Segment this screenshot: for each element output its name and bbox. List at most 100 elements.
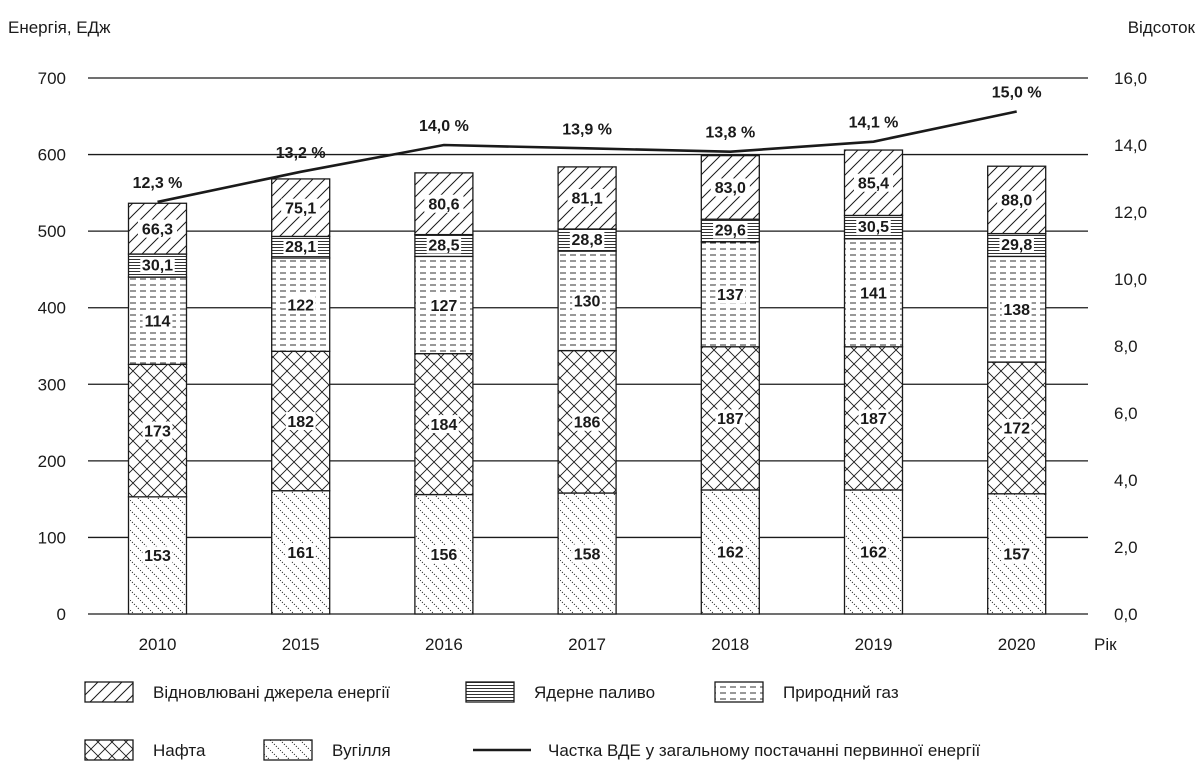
renewables-share-line	[157, 110, 1017, 204]
bar-label-background	[853, 173, 894, 192]
bar-label-background	[715, 409, 746, 428]
y-tick-label: 400	[38, 299, 66, 318]
bar-label-background	[858, 283, 889, 302]
bar-label-background	[142, 546, 173, 565]
renewables-share-line-layer: 12,3 % 13,2 % 14,0 % 13,9 % 13,8 % 14,1 % 15,0…	[133, 85, 1042, 204]
bar-label-background	[283, 239, 318, 256]
bar-label-background	[710, 178, 750, 197]
y-tick-label: 500	[38, 222, 66, 241]
bar-value-label: 30,1	[142, 258, 173, 275]
y-tick-label: 600	[38, 146, 66, 165]
bar-label-background	[715, 285, 746, 304]
legend: Відновлювані джерела енергії Ядерне палив…	[84, 681, 981, 761]
y-tick-label: 200	[38, 452, 66, 471]
bar-label-background	[281, 198, 321, 217]
bar-label-background	[140, 257, 175, 274]
bar-label-background	[567, 188, 607, 207]
line-value-label: 13,2 %	[276, 145, 326, 162]
x-tick-label: 2016	[425, 635, 463, 654]
bar-value-label: 187	[860, 411, 887, 428]
bar-label-background	[999, 237, 1034, 254]
line-value-label: 13,9 %	[562, 121, 612, 138]
bar-value-label: 80,6	[428, 196, 459, 213]
y2-tick-label: 8,0	[1114, 337, 1138, 356]
y-tick-label: 300	[38, 375, 66, 394]
bar-label-background	[858, 409, 889, 428]
bar-value-label: 187	[717, 411, 744, 428]
y2-tick-label: 0,0	[1114, 605, 1138, 624]
x-tick-label: 2019	[855, 635, 893, 654]
bar-value-label: 138	[1003, 302, 1030, 319]
bar-value-label: 162	[860, 545, 887, 562]
bar-value-label: 122	[287, 297, 314, 314]
bar-value-label: 29,6	[715, 223, 746, 240]
y2-tick-label: 12,0	[1114, 203, 1147, 222]
bar-label-background	[285, 543, 316, 562]
bar-label-background	[424, 194, 464, 213]
bar-value-label: 186	[574, 415, 601, 432]
bar-value-label: 141	[860, 286, 887, 303]
y2-tick-label: 14,0	[1114, 136, 1147, 155]
bar-value-label: 172	[1003, 421, 1030, 438]
bar-label-background	[426, 237, 462, 254]
x-tick-label: 2015	[282, 635, 320, 654]
bar-label-background	[1001, 300, 1032, 319]
legend-label: Відновлювані джерела енергії	[153, 683, 390, 702]
legend-label: Вугілля	[332, 741, 391, 760]
y2-tick-label: 16,0	[1114, 69, 1147, 88]
bar-value-label: 182	[287, 414, 314, 431]
bar-value-label: 158	[574, 546, 601, 563]
bar-value-label: 162	[717, 545, 744, 562]
y2-tick-label: 4,0	[1114, 471, 1138, 490]
bar-value-label: 130	[574, 294, 601, 311]
y2-tick-label: 6,0	[1114, 404, 1138, 423]
bar-label-background	[428, 545, 459, 564]
line-value-label: 14,0 %	[419, 118, 469, 135]
y2-tick-label: 10,0	[1114, 270, 1147, 289]
legend-swatch-diagonal	[84, 681, 134, 703]
line-value-label: 15,0 %	[992, 85, 1042, 102]
x-tick-label: 2017	[568, 635, 606, 654]
bar-label-background	[858, 542, 889, 561]
legend-label: Нафта	[153, 741, 206, 760]
bar-value-label: 157	[1003, 547, 1030, 564]
bar-value-label: 173	[144, 423, 171, 440]
bar-value-label: 88,0	[1001, 193, 1032, 210]
bar-label-background	[1001, 418, 1032, 437]
bar-label-background	[142, 421, 173, 440]
bar-value-label: 137	[717, 287, 744, 304]
bar-label-background	[713, 222, 748, 239]
bar-value-label: 75,1	[285, 200, 316, 217]
bar-segment-crosshatch	[271, 350, 331, 492]
bar-label-background	[572, 412, 603, 431]
bar-label-background	[428, 415, 459, 434]
bar-value-label: 153	[144, 548, 171, 565]
bar-label-background	[856, 219, 891, 236]
line-value-label: 12,3 %	[133, 175, 183, 192]
bar-value-label: 28,5	[428, 238, 459, 255]
x-tick-label: 2020	[998, 635, 1036, 654]
bar-value-label: 114	[145, 313, 171, 330]
bar-value-label: 81,1	[572, 191, 603, 208]
bar-value-label: 161	[287, 545, 314, 562]
bar-label-background	[569, 232, 605, 249]
bar-label-background	[142, 311, 173, 330]
y-tick-label: 0	[57, 605, 66, 624]
y-tick-label: 700	[38, 69, 66, 88]
legend-swatch-dashed-horizontal	[714, 681, 764, 703]
line-value-label: 14,1 %	[849, 115, 899, 132]
legend-swatch-sparse-diagonal	[263, 739, 313, 761]
y2-tick-label: 2,0	[1114, 538, 1138, 557]
y-tick-label: 100	[38, 528, 66, 547]
bar-label-background	[997, 190, 1037, 209]
bar-label-background	[572, 544, 603, 563]
y2-axis-ticks: 0,0 2,0 4,0 6,0 8,0 10,0 12,0 14,0 16,0	[1114, 69, 1147, 624]
bar-label-background	[715, 542, 746, 561]
bar-value-label: 66,3	[142, 221, 173, 238]
bar-value-label: 85,4	[858, 176, 889, 193]
legend-label: Природний газ	[783, 683, 899, 702]
bar-label-background	[572, 291, 603, 310]
x-tick-label: 2018	[711, 635, 749, 654]
bar-value-label: 184	[431, 417, 458, 434]
